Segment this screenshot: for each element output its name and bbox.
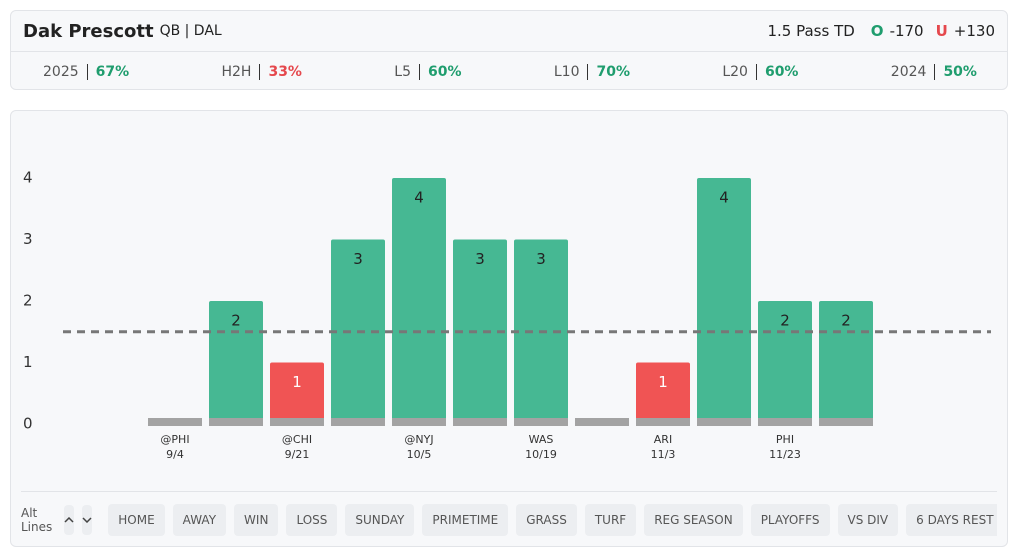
bar-base [453, 418, 507, 426]
bar [392, 178, 446, 426]
bar [453, 239, 507, 426]
x-tick-date: 9/4 [166, 448, 184, 461]
bar-base [819, 418, 873, 426]
bar-base [697, 418, 751, 426]
filter-chip[interactable]: SUNDAY [345, 503, 415, 536]
bar-value-label: 1 [292, 373, 302, 391]
bar-base [575, 418, 629, 426]
over-odds[interactable]: -170 [889, 22, 924, 40]
x-tick-date: 11/23 [769, 448, 801, 461]
bar-value-label: 3 [475, 250, 485, 268]
y-tick-label: 0 [23, 415, 33, 433]
alt-lines-label: Alt Lines [21, 505, 53, 534]
bar-value-label: 3 [353, 250, 363, 268]
stat-label: 2024 [891, 63, 936, 80]
stat: L20 60% [722, 63, 799, 80]
stat-label: H2H [221, 63, 261, 80]
bar-base [514, 418, 568, 426]
bar-base [270, 418, 324, 426]
bar [819, 301, 873, 426]
header-card: Dak Prescott QB | DAL 1.5 Pass TD O -170… [10, 10, 1008, 90]
x-tick-date: 10/5 [407, 448, 432, 461]
x-tick-label: WAS [529, 433, 554, 446]
stat: H2H 33% [221, 63, 302, 80]
filter-chip[interactable]: 6 DAYS REST [906, 503, 997, 536]
bar-base [331, 418, 385, 426]
x-tick-label: ARI [654, 433, 672, 446]
x-tick-label: @CHI [282, 433, 312, 446]
alt-line-down[interactable] [82, 504, 93, 535]
bar-value-label: 4 [414, 189, 424, 207]
filter-chip[interactable]: LOSS [286, 503, 338, 536]
y-tick-label: 1 [23, 353, 33, 371]
x-tick-date: 11/3 [651, 448, 676, 461]
chart: 0 1 2 3 4 @PHI 9/4 2 1 @CHI 9/21 3 4 @NYJ 10/5 3 3 WAS 10/… [23, 169, 991, 461]
bar-base [392, 418, 446, 426]
y-tick-label: 4 [23, 169, 33, 187]
stat-value: 60% [428, 63, 462, 80]
x-tick-label: @PHI [160, 433, 189, 446]
bar [636, 362, 690, 426]
alt-line-up[interactable] [64, 504, 75, 535]
stat: L5 60% [394, 63, 462, 80]
filter-chip[interactable]: PLAYOFFS [750, 503, 830, 536]
chart-card: 0 1 2 3 4 @PHI 9/4 2 1 @CHI 9/21 3 4 @NYJ 10/5 3 3 WAS 10/… [10, 110, 1008, 547]
stat-value: 70% [596, 63, 630, 80]
stat: 2024 50% [891, 63, 977, 80]
filter-chip[interactable]: VS DIV [837, 503, 899, 536]
filter-bar: Alt Lines HOME AWAY WIN LOSS SUNDAY PRIMETIME… [21, 491, 997, 547]
bar-base [209, 418, 263, 426]
x-tick-label: PHI [776, 433, 794, 446]
stat-label: L20 [722, 63, 757, 80]
bar-base [148, 418, 202, 426]
filter-chip[interactable]: GRASS [516, 503, 577, 536]
prop-line: 1.5 Pass TD [767, 22, 855, 40]
y-tick-label: 3 [23, 230, 33, 248]
player-name: Dak Prescott [23, 20, 154, 42]
stats-row: 2025 67% H2H 33% L5 60% L10 70% L20 60% 2024 50% [11, 52, 1007, 91]
y-tick-label: 2 [23, 292, 33, 310]
header-row: Dak Prescott QB | DAL 1.5 Pass TD O -170… [11, 11, 1007, 52]
bar-value-label: 2 [780, 312, 790, 330]
filter-chip[interactable]: REG SEASON [644, 503, 743, 536]
bar-base [636, 418, 690, 426]
filter-chip[interactable]: HOME [108, 503, 165, 536]
x-tick-date: 10/19 [525, 448, 557, 461]
filter-chip[interactable]: WIN [234, 503, 279, 536]
x-tick-date: 9/21 [285, 448, 310, 461]
stat: L10 70% [554, 63, 630, 80]
bar [270, 362, 324, 426]
chevron-down [82, 516, 92, 523]
filter-chip[interactable]: TURF [584, 503, 637, 536]
chevron-up [64, 516, 74, 523]
x-tick-label: @NYJ [404, 433, 433, 446]
stat-label: L10 [554, 63, 589, 80]
bar-value-label: 2 [841, 312, 851, 330]
bar-base [758, 418, 812, 426]
bar-value-label: 1 [658, 373, 668, 391]
stat-label: L5 [394, 63, 421, 80]
over-label: O [870, 22, 884, 40]
player-position: QB | DAL [159, 23, 222, 39]
filter-chip[interactable]: PRIMETIME [422, 503, 509, 536]
under-label: U [935, 22, 948, 40]
stat-value: 33% [268, 63, 302, 80]
stat: 2025 67% [43, 63, 130, 80]
stat-value: 60% [764, 63, 799, 80]
bar-value-label: 2 [231, 312, 241, 330]
bar [697, 178, 751, 426]
bar-value-label: 4 [719, 189, 729, 207]
stat-value: 50% [943, 63, 977, 80]
stat-label: 2025 [43, 63, 88, 80]
bar-value-label: 3 [536, 250, 546, 268]
stat-value: 67% [95, 63, 130, 80]
filter-chip[interactable]: AWAY [172, 503, 227, 536]
prop-info: 1.5 Pass TD O -170 U +130 [767, 22, 995, 40]
under-odds[interactable]: +130 [953, 22, 995, 40]
